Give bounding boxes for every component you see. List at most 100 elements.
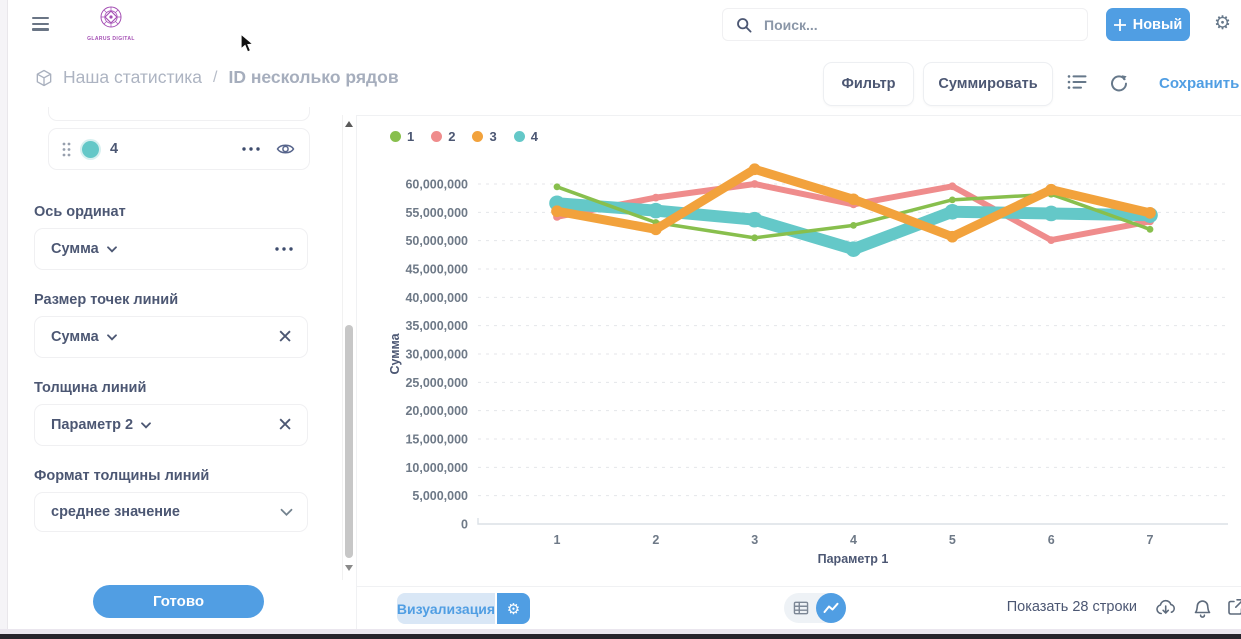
point-size-heading: Размер точек линий bbox=[34, 292, 179, 308]
series-card-partial bbox=[48, 107, 310, 121]
data-point[interactable] bbox=[751, 234, 759, 242]
y-axis-tick-label: 30,000,000 bbox=[405, 348, 468, 362]
data-point[interactable] bbox=[1043, 205, 1059, 222]
legend-item-3[interactable]: 3 bbox=[472, 129, 497, 144]
data-point[interactable] bbox=[649, 223, 662, 236]
y-axis-tick-label: 35,000,000 bbox=[405, 319, 468, 333]
data-point[interactable] bbox=[651, 193, 660, 202]
question-toolbar-row: Наша статистика / ID несколько рядов Фил… bbox=[9, 48, 1241, 115]
chart-view-icon[interactable] bbox=[816, 593, 846, 623]
data-point[interactable] bbox=[553, 183, 561, 191]
chevron-down-icon bbox=[141, 421, 151, 429]
top-header: GLARUS DIGITAL Новый ⚙ bbox=[9, 0, 1241, 48]
refresh-icon[interactable] bbox=[1110, 74, 1128, 92]
x-axis-tick-label: 2 bbox=[652, 533, 659, 547]
data-point[interactable] bbox=[845, 241, 862, 257]
data-point[interactable] bbox=[1047, 236, 1056, 244]
filter-button[interactable]: Фильтр bbox=[823, 62, 914, 106]
x-axis-tick-label: 6 bbox=[1048, 533, 1055, 547]
window-bottom-strip bbox=[0, 629, 1241, 634]
page-title: ID несколько рядов bbox=[228, 67, 399, 87]
y-axis-tick-label: 10,000,000 bbox=[405, 461, 468, 475]
eye-icon[interactable] bbox=[276, 142, 295, 156]
data-point[interactable] bbox=[1045, 183, 1058, 196]
chevron-down-icon bbox=[106, 333, 117, 341]
line-chart[interactable]: 0 5,000,000 10,000,000 15,000,000 20,000,000… bbox=[357, 116, 1241, 588]
hamburger-menu-icon[interactable] bbox=[32, 17, 49, 31]
x-axis-tick-label: 1 bbox=[554, 533, 561, 547]
data-point[interactable] bbox=[948, 182, 957, 191]
row-count-label[interactable]: Показать 28 строки bbox=[1006, 599, 1137, 615]
legend-label: 1 bbox=[407, 129, 415, 144]
data-point[interactable] bbox=[750, 180, 759, 188]
legend-item-4[interactable]: 4 bbox=[513, 129, 538, 144]
y-axis-value: Сумма bbox=[51, 241, 99, 257]
data-point[interactable] bbox=[944, 203, 961, 220]
y-axis-tick-label: 5,000,000 bbox=[412, 489, 468, 503]
y-axis-heading: Ось ординат bbox=[34, 204, 126, 220]
bell-icon[interactable] bbox=[1193, 598, 1212, 618]
y-axis-tick-label: 15,000,000 bbox=[405, 433, 468, 447]
series-color-dot bbox=[82, 140, 99, 158]
notebook-list-icon[interactable] bbox=[1067, 74, 1087, 90]
ellipsis-menu-icon[interactable] bbox=[275, 247, 293, 251]
sidebar-scrollbar[interactable] bbox=[342, 115, 356, 580]
chevron-down-icon bbox=[106, 245, 117, 253]
data-point[interactable] bbox=[1144, 207, 1156, 219]
new-button[interactable]: Новый bbox=[1106, 8, 1190, 41]
data-point[interactable] bbox=[948, 196, 956, 204]
done-button[interactable]: Готово bbox=[93, 585, 264, 618]
legend-dot bbox=[513, 131, 525, 142]
data-point[interactable] bbox=[946, 230, 959, 243]
y-axis-tick-label: 25,000,000 bbox=[405, 376, 468, 390]
width-format-value: среднее значение bbox=[51, 504, 180, 520]
data-point[interactable] bbox=[850, 221, 857, 229]
download-icon[interactable] bbox=[1155, 598, 1176, 617]
search-input[interactable] bbox=[762, 15, 1087, 34]
data-point[interactable] bbox=[551, 205, 563, 218]
drag-handle-icon[interactable] bbox=[62, 142, 71, 157]
y-axis-field[interactable]: Сумма bbox=[34, 228, 308, 270]
chart-legend: 1 2 3 4 bbox=[390, 129, 538, 144]
y-axis-tick-label: 0 bbox=[461, 518, 468, 532]
scroll-down-arrow[interactable] bbox=[345, 565, 353, 571]
scrollbar-thumb[interactable] bbox=[345, 325, 353, 558]
scroll-up-arrow[interactable] bbox=[345, 121, 353, 127]
data-point[interactable] bbox=[746, 211, 763, 228]
save-button[interactable]: Сохранить bbox=[1159, 75, 1240, 92]
series-label: 4 bbox=[110, 141, 119, 157]
data-point[interactable] bbox=[748, 163, 761, 176]
width-format-heading: Формат толщины линий bbox=[34, 468, 210, 484]
data-point[interactable] bbox=[847, 193, 860, 206]
visualization-settings-sidebar: 4 Ось ординат Сумма Размер точек линий bbox=[9, 107, 356, 629]
series-card[interactable]: 4 bbox=[48, 128, 310, 170]
line-width-field[interactable]: Параметр 2 ✕ bbox=[34, 404, 308, 446]
width-format-select[interactable]: среднее значение bbox=[34, 492, 308, 532]
visualization-settings-gear-icon[interactable]: ⚙ bbox=[497, 593, 530, 624]
y-axis-tick-label: 45,000,000 bbox=[405, 263, 468, 277]
app-logo[interactable]: GLARUS DIGITAL bbox=[87, 4, 135, 42]
settings-gear-icon[interactable]: ⚙ bbox=[1214, 13, 1232, 34]
point-size-field[interactable]: Сумма ✕ bbox=[34, 316, 308, 358]
share-icon[interactable] bbox=[1226, 598, 1241, 617]
table-view-icon[interactable] bbox=[793, 601, 809, 615]
y-axis-tick-label: 20,000,000 bbox=[405, 404, 468, 418]
window-bottom-edge bbox=[0, 634, 1241, 639]
point-size-value: Сумма bbox=[51, 329, 99, 345]
y-axis-title: Сумма bbox=[388, 332, 402, 374]
data-point[interactable] bbox=[1146, 225, 1154, 233]
cube-icon bbox=[36, 69, 52, 86]
summarize-button[interactable]: Суммировать bbox=[923, 62, 1053, 106]
legend-dot bbox=[390, 131, 401, 142]
close-icon[interactable]: ✕ bbox=[277, 326, 293, 348]
legend-item-2[interactable]: 2 bbox=[431, 129, 455, 144]
data-point[interactable] bbox=[648, 202, 664, 219]
new-button-label: Новый bbox=[1132, 16, 1183, 33]
breadcrumb-collection[interactable]: Наша статистика bbox=[63, 67, 203, 87]
close-icon[interactable]: ✕ bbox=[277, 414, 293, 436]
visualization-button[interactable]: Визуализация bbox=[397, 593, 495, 624]
global-search[interactable] bbox=[722, 8, 1088, 41]
breadcrumb[interactable]: Наша статистика / ID несколько рядов bbox=[34, 67, 399, 88]
ellipsis-menu-icon[interactable] bbox=[242, 147, 260, 151]
legend-item-1[interactable]: 1 bbox=[390, 129, 414, 144]
